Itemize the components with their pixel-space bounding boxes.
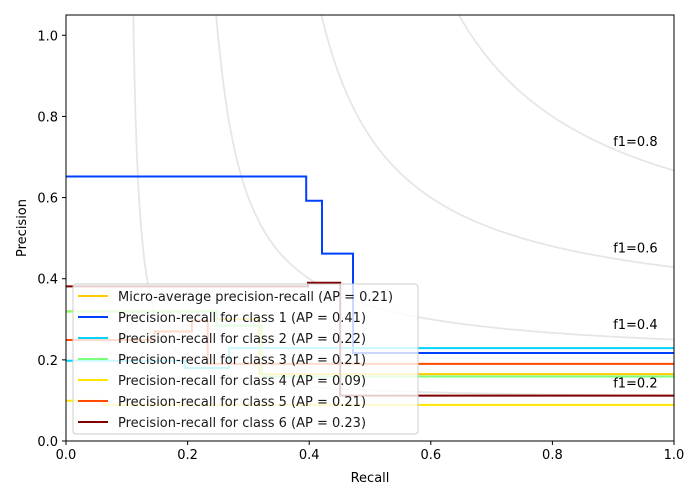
iso-f1-label: f1=0.2: [613, 376, 657, 391]
y-tick-label: 0.6: [37, 192, 58, 207]
legend-entry: Precision-recall for class 4 (AP = 0.09): [118, 374, 366, 389]
legend-entry: Micro-average precision-recall (AP = 0.2…: [118, 290, 393, 305]
y-tick-label: 0.0: [37, 435, 58, 450]
x-axis-label: Recall: [351, 471, 390, 486]
x-tick-label: 0.4: [299, 448, 320, 463]
y-axis-label: Precision: [15, 199, 30, 257]
iso-f1-label: f1=0.8: [613, 135, 657, 150]
iso-f1-label: f1=0.6: [613, 241, 657, 256]
legend-entry: Precision-recall for class 1 (AP = 0.41): [118, 311, 366, 326]
y-tick-label: 0.4: [37, 273, 58, 288]
iso-f1-label: f1=0.4: [613, 318, 657, 333]
y-tick-label: 0.2: [37, 354, 58, 369]
legend: Micro-average precision-recall (AP = 0.2…: [72, 283, 419, 435]
x-tick-label: 0.6: [420, 448, 441, 463]
x-tick-label: 0.2: [177, 448, 198, 463]
iso-f1-curve: [457, 15, 674, 172]
legend-box: [72, 283, 419, 435]
y-tick-label: 1.0: [37, 29, 58, 44]
x-tick-label: 1.0: [664, 448, 685, 463]
plot-frame: [65, 14, 675, 442]
legend-entry: Precision-recall for class 2 (AP = 0.22): [118, 332, 366, 347]
x-tick-label: 0.8: [542, 448, 563, 463]
legend-entry: Precision-recall for class 6 (AP = 0.23): [118, 416, 366, 431]
iso-f1-curve: [215, 15, 674, 341]
legend-entry: Precision-recall for class 3 (AP = 0.21): [118, 353, 366, 368]
x-tick-label: 0.0: [56, 448, 77, 463]
y-tick-label: 0.8: [37, 110, 58, 125]
legend-entry: Precision-recall for class 5 (AP = 0.21): [118, 395, 366, 410]
iso-f1-curve: [320, 15, 674, 268]
